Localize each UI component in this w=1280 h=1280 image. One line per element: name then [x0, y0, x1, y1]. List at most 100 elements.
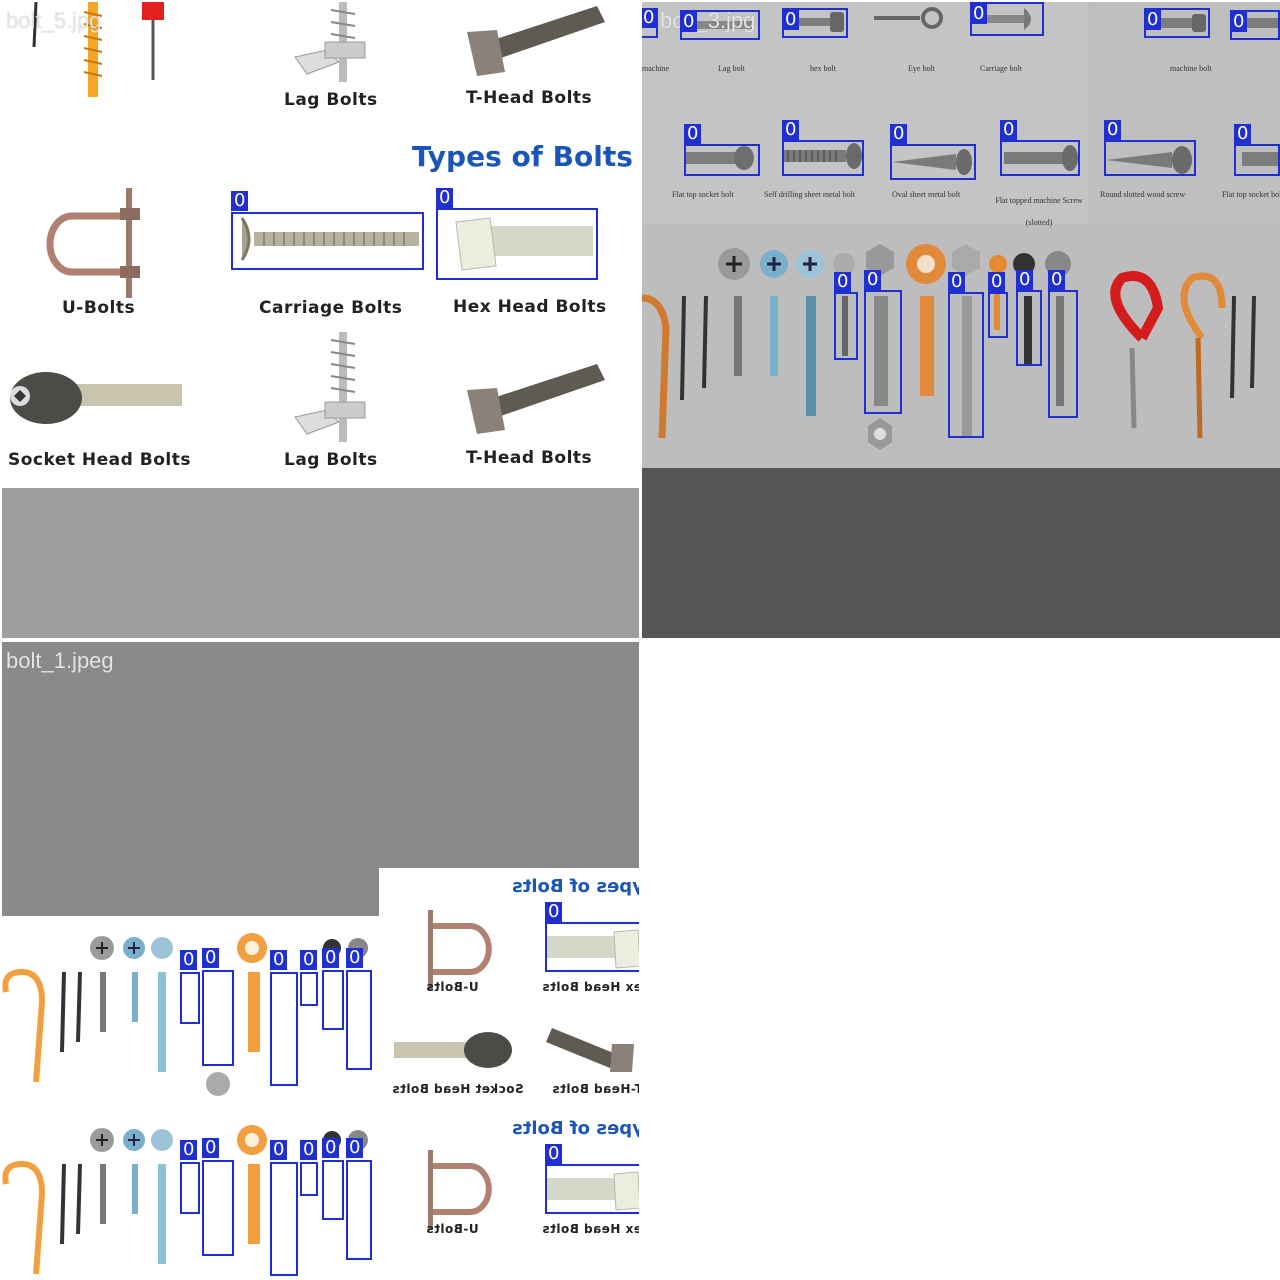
caption-hex-head-bolts: Hex Head Bolts: [453, 297, 607, 317]
caption-u-bolts: U-Bolts: [62, 298, 136, 318]
socket-bolt-image: [686, 146, 754, 170]
detection-label: 0: [1048, 270, 1066, 290]
detection-box: [834, 292, 858, 360]
padding-area: [642, 468, 1280, 638]
caption-socket-head-bolts-mirrored: Socket Head Bolts: [392, 1082, 524, 1096]
mosaic-tile-bottom-left: bolt_1.jpeg Types of Bolts Types of Bolt…: [2, 642, 639, 1280]
caption-flat-top-socket-bolt: Flat top socket bolt: [1222, 190, 1280, 199]
detection-label: 0: [1144, 10, 1162, 30]
t-head-bolt-image: [546, 1028, 634, 1072]
detection-box: [1104, 140, 1196, 176]
machine-bolt-image: [1240, 18, 1280, 28]
detection-box: [322, 1160, 344, 1220]
detection-label: 0: [1234, 124, 1252, 144]
detection-label: 0: [436, 188, 454, 208]
detection-label: 0: [680, 12, 698, 32]
caption-oval-sheet-metal-bolt: Oval sheet metal bolt: [892, 190, 961, 199]
detection-label: 0: [864, 270, 882, 290]
u-bolt-image: [428, 910, 492, 990]
types-of-bolts-heading: Types of Bolts: [412, 140, 633, 173]
mosaic-tile-bottom-right-empty: [642, 642, 1280, 1280]
detection-label: 0: [231, 191, 249, 211]
caption-hex-bolt: hex bolt: [810, 64, 836, 73]
detection-box: [180, 972, 200, 1024]
detection-box: [180, 1162, 200, 1214]
u-bolt-image: [428, 1150, 492, 1230]
caption-t-head-bolts-mirrored: T-Head Bolts: [552, 1082, 639, 1096]
tile-filename: bolt_1.jpeg: [6, 648, 114, 673]
fastener-assortment-image: [642, 244, 1256, 450]
detection-label: 0: [642, 8, 658, 28]
caption-lag-bolts: Lag Bolts: [284, 90, 378, 110]
wood-screw-image: [1106, 146, 1192, 174]
detection-box: [988, 292, 1008, 338]
detection-label: 0: [202, 1138, 220, 1158]
caption-t-head-bolts: T-Head Bolts: [466, 88, 593, 108]
hex-head-bolt-image: [546, 1171, 639, 1211]
detection-label: 0: [834, 272, 852, 292]
detection-label: 0: [948, 272, 966, 292]
caption-machine: machine: [642, 64, 670, 73]
detection-label: 0: [346, 1138, 364, 1158]
caption-hex-head-bolts-mirrored: Hex Head Bolts: [542, 980, 639, 994]
detection-label: 0: [180, 1140, 198, 1160]
mirrored-heading: Types of Bolts: [512, 876, 639, 897]
detection-label: 0: [1104, 120, 1122, 140]
detection-label: 0: [322, 1138, 340, 1158]
detection-label: 0: [782, 120, 800, 140]
caption-flat-topped-machine-screw: Flat topped machine Screw (slotted): [995, 196, 1083, 227]
detection-label: 0: [1016, 270, 1034, 290]
detection-box: [890, 144, 976, 180]
detection-label: 0: [180, 950, 198, 970]
detection-label: 0: [346, 948, 364, 968]
socket-bolt-image: [1242, 152, 1280, 166]
detection-label: 0: [684, 124, 702, 144]
detection-box: [300, 1162, 318, 1196]
detection-label: 0: [1000, 120, 1018, 140]
sheet-metal-bolt-image: [784, 143, 862, 169]
hex-head-bolt-image: [546, 929, 639, 969]
detection-label: 0: [970, 4, 988, 24]
padding-area: [2, 488, 639, 638]
detection-box: [1048, 290, 1078, 418]
hex-head-bolt-image: [455, 217, 593, 271]
caption-lag-bolts: Lag Bolts: [284, 450, 378, 470]
detection-box: [864, 290, 902, 414]
detection-label: 0: [300, 1140, 318, 1160]
detection-box: [322, 970, 344, 1030]
caption-socket-head-bolts: Socket Head Bolts: [8, 450, 191, 470]
lag-bolt-image: [294, 2, 366, 82]
caption-flat-top-socket-bolt: Flat top socket bolt: [672, 190, 734, 199]
detection-label: 0: [322, 948, 340, 968]
detection-box: [545, 922, 639, 972]
detection-box: [231, 212, 424, 270]
detection-box: [436, 208, 598, 280]
caption-lag-bolt: Lag bolt: [718, 64, 745, 73]
oval-sheet-metal-bolt-image: [892, 149, 972, 175]
detection-box: [684, 144, 760, 176]
detection-box: [782, 140, 864, 176]
screw-image-orange: [32, 2, 164, 97]
caption-self-drilling-bolt: Self drilling sheet metal bolt: [764, 190, 856, 199]
caption-t-head-bolts: T-Head Bolts: [466, 448, 593, 468]
hex-bolt-image: [786, 12, 844, 32]
detection-box: [1234, 144, 1280, 176]
socket-head-bolt-image: [394, 1032, 512, 1068]
detection-label: 0: [300, 950, 318, 970]
carriage-bolt-image: [974, 8, 1031, 30]
caption-carriage-bolts: Carriage Bolts: [259, 298, 403, 318]
detection-box: [202, 1160, 234, 1256]
tile-filename: bolt_5.jpg: [6, 8, 102, 33]
mosaic-tile-top-right: bolt_3.jpg 0 0 0 0 0 0 machine Lag bolt …: [642, 2, 1280, 638]
socket-head-bolt-image: [10, 372, 182, 424]
detection-label: 0: [890, 124, 908, 144]
caption-hex-head-bolts-mirrored: Hex Head Bolts: [542, 1222, 639, 1236]
carriage-bolt-image: [240, 217, 419, 261]
detection-label: 0: [270, 950, 288, 970]
mosaic-tile-top-left: bolt_5.jpg Lag Bolts T-Head Bolts Types …: [2, 2, 639, 638]
mirrored-heading: Types of Bolts: [512, 1118, 639, 1139]
t-head-bolt-image: [467, 6, 605, 76]
detection-label: 0: [1230, 12, 1248, 32]
detection-box: [948, 292, 984, 438]
t-head-bolt-image: [467, 364, 605, 434]
